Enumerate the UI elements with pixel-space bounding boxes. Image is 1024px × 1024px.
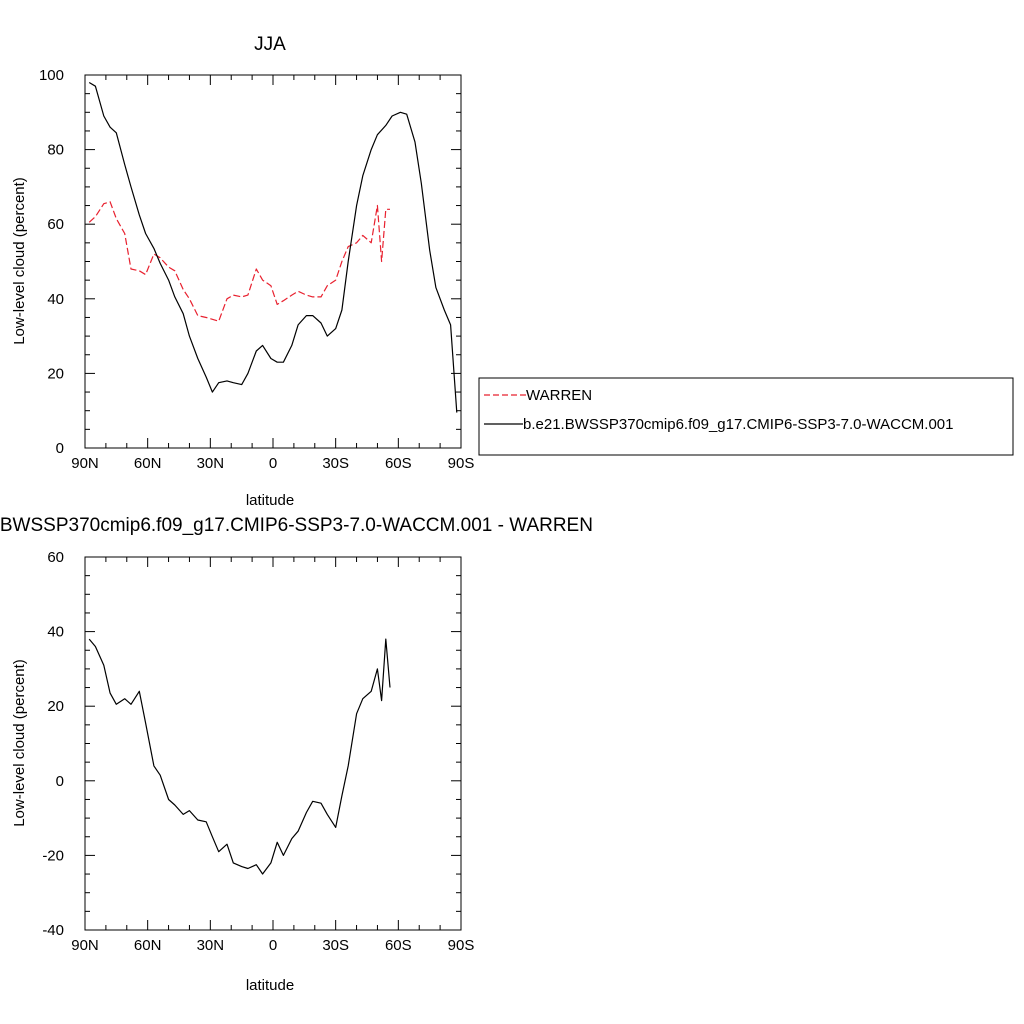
legend-label-warren: WARREN	[526, 387, 592, 404]
bottom-y-axis-title: Low-level cloud (percent)	[11, 659, 28, 827]
y-tick-label: -20	[42, 847, 64, 864]
top-plot-title: JJA	[254, 34, 286, 55]
y-tick-label: 20	[47, 698, 64, 715]
legend-box	[478, 377, 1014, 456]
top-plot-frame	[84, 74, 462, 449]
x-tick-label: 90S	[448, 455, 475, 472]
y-tick-label: 60	[47, 216, 64, 233]
y-tick-label: 40	[47, 291, 64, 308]
bottom-plot-title: b.e21.BWSSP370cmip6.f09_g17.CMIP6-SSP3-7…	[0, 515, 593, 536]
model-series-line	[88, 81, 458, 413]
y-tick-label: 0	[56, 440, 64, 457]
x-tick-label: 60N	[134, 937, 162, 954]
y-tick-label: 40	[47, 624, 64, 641]
difference-series-line	[88, 638, 391, 875]
bottom-x-axis-title: latitude	[246, 977, 294, 994]
x-tick-label: 60N	[134, 455, 162, 472]
x-tick-label: 30N	[197, 455, 225, 472]
x-tick-label: 30S	[322, 937, 349, 954]
x-tick-label: 90N	[71, 937, 99, 954]
x-tick-label: 0	[269, 455, 277, 472]
y-tick-label: 60	[47, 549, 64, 566]
y-tick-label: 80	[47, 142, 64, 159]
bottom-axis-ticks: 90N 60N 30N 0 30S 60S 90S -40 -20 0 20 40 60	[42, 549, 474, 954]
x-tick-label: 60S	[385, 455, 412, 472]
top-panel: JJA 90N 60N 30N 0 30S 60S 90S 0 20 40 60 80 100 lati…	[11, 34, 474, 509]
warren-series-line	[88, 201, 390, 322]
top-x-axis-title: latitude	[246, 492, 294, 509]
x-tick-label: 30S	[322, 455, 349, 472]
bottom-plot-area	[88, 638, 391, 875]
bottom-panel: b.e21.BWSSP370cmip6.f09_g17.CMIP6-SSP3-7…	[0, 515, 593, 994]
legend: WARREN b.e21.BWSSP370cmip6.f09_g17.CMIP6…	[478, 377, 1014, 456]
x-tick-label: 90N	[71, 455, 99, 472]
x-tick-label: 30N	[197, 937, 225, 954]
x-tick-label: 90S	[448, 937, 475, 954]
y-tick-label: 20	[47, 365, 64, 382]
x-tick-label: 60S	[385, 937, 412, 954]
y-tick-label: 100	[39, 67, 64, 84]
top-plot-area	[88, 81, 458, 413]
x-tick-label: 0	[269, 937, 277, 954]
top-y-axis-title: Low-level cloud (percent)	[11, 177, 28, 345]
bottom-plot-frame	[84, 556, 462, 931]
y-tick-label: 0	[56, 773, 64, 790]
y-tick-label: -40	[42, 922, 64, 939]
top-axis-ticks: 90N 60N 30N 0 30S 60S 90S 0 20 40 60 80 100	[39, 67, 474, 472]
legend-label-model: b.e21.BWSSP370cmip6.f09_g17.CMIP6-SSP3-7…	[523, 416, 953, 433]
